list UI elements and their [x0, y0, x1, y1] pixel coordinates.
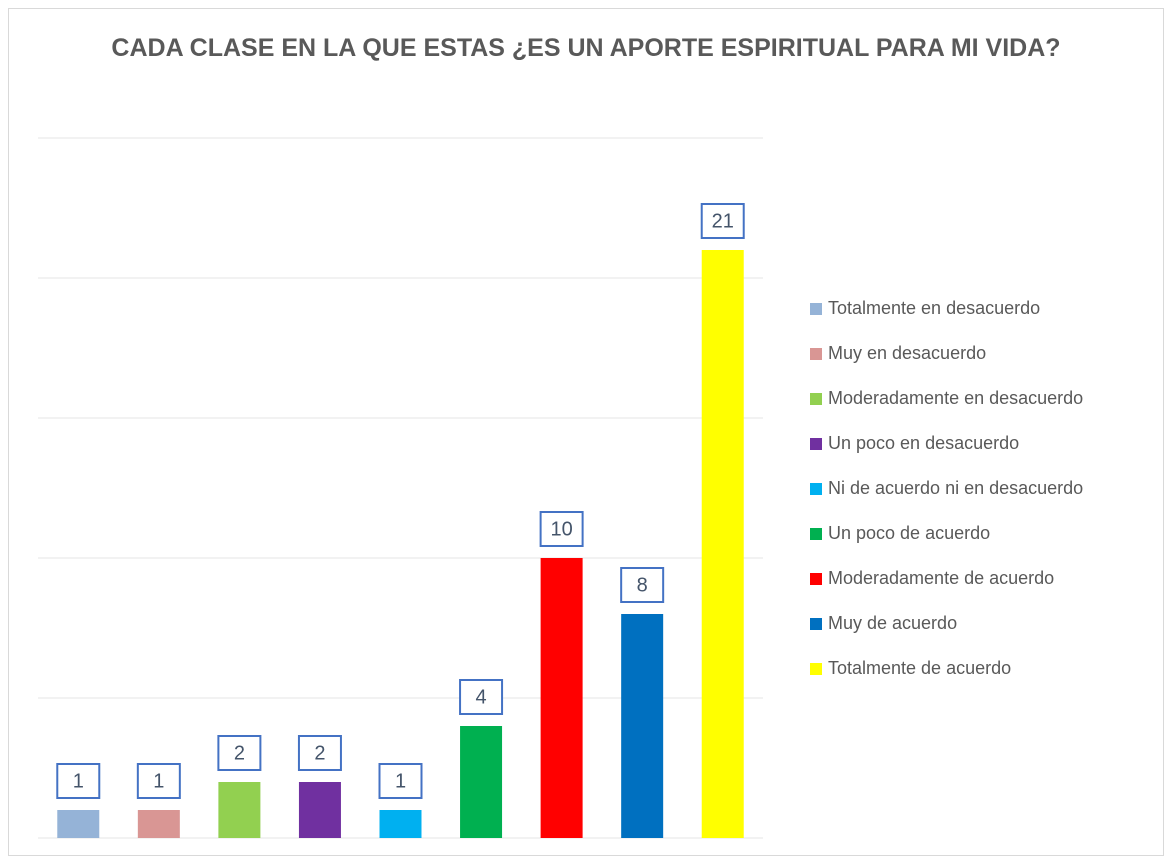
bar — [621, 614, 664, 838]
data-label-box — [217, 735, 262, 771]
legend-label: Totalmente de acuerdo — [828, 658, 1011, 678]
legend-swatch — [810, 528, 822, 540]
bar — [379, 810, 422, 838]
data-label-box — [56, 763, 101, 799]
legend-swatch — [810, 618, 822, 630]
legend-label: Muy en desacuerdo — [828, 343, 986, 363]
legend-swatch — [810, 663, 822, 675]
data-label: 2 — [314, 742, 325, 764]
bar — [218, 782, 261, 838]
data-label-box — [700, 203, 745, 239]
data-label: 8 — [637, 574, 648, 596]
legend-swatch — [810, 393, 822, 405]
legend-label: Ni de acuerdo ni en desacuerdo — [828, 478, 1083, 498]
data-label-box — [136, 763, 181, 799]
bar — [298, 782, 341, 838]
legend-label: Totalmente en desacuerdo — [828, 298, 1040, 318]
data-label: 1 — [73, 770, 84, 792]
legend-swatch — [810, 348, 822, 360]
bar — [540, 558, 583, 838]
data-label: 21 — [712, 210, 734, 232]
legend-label: Un poco en desacuerdo — [828, 433, 1019, 453]
legend-label: Moderadamente de acuerdo — [828, 568, 1054, 588]
legend-swatch — [810, 438, 822, 450]
data-label: 2 — [234, 742, 245, 764]
data-label-box — [297, 735, 342, 771]
legend-swatch — [810, 573, 822, 585]
data-label-box — [459, 679, 504, 715]
chart-border — [8, 8, 1164, 856]
bar — [701, 250, 744, 838]
legend-label: Muy de acuerdo — [828, 613, 957, 633]
legend-label: Un poco de acuerdo — [828, 523, 990, 543]
legend-swatch — [810, 483, 822, 495]
legend-label: Moderadamente en desacuerdo — [828, 388, 1083, 408]
data-label: 10 — [550, 518, 572, 540]
bar — [137, 810, 180, 838]
data-label: 4 — [475, 686, 486, 708]
data-label-box — [378, 763, 423, 799]
bar — [460, 726, 503, 838]
chart-title: CADA CLASE EN LA QUE ESTAS ¿ES UN APORTE… — [111, 34, 1061, 62]
legend-swatch — [810, 303, 822, 315]
bar — [57, 810, 100, 838]
data-label: 1 — [153, 770, 164, 792]
data-label-box — [620, 567, 665, 603]
data-label-box — [539, 511, 584, 547]
data-label: 1 — [395, 770, 406, 792]
